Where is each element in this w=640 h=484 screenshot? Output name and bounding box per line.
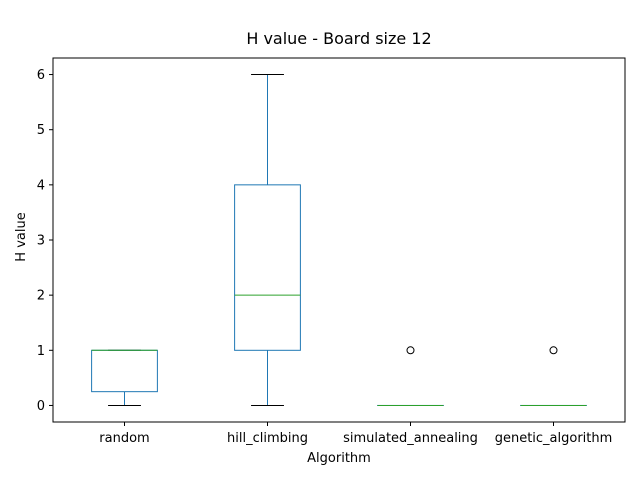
x-tick-label: simulated_annealing	[343, 431, 478, 446]
x-axis-label: Algorithm	[307, 451, 371, 466]
box-body	[92, 350, 158, 391]
x-tick-label: genetic_algorithm	[495, 431, 613, 446]
y-tick-label: 3	[37, 234, 45, 249]
axes-frame	[53, 58, 625, 422]
x-tick-label: random	[99, 431, 149, 446]
y-tick-label: 1	[37, 344, 45, 359]
y-tick-label: 2	[37, 289, 45, 304]
box-body	[235, 185, 301, 350]
y-tick-label: 4	[37, 178, 45, 193]
x-tick-label: hill_climbing	[227, 431, 308, 446]
chart-title: H value - Board size 12	[246, 29, 431, 48]
y-tick-label: 0	[37, 399, 45, 414]
y-axis-label: H value	[14, 212, 29, 261]
plot-area: 0 1 2 3 4 5 6 random hill_climbing simulated_anne…	[37, 58, 625, 446]
outlier-point	[550, 347, 557, 354]
y-tick-label: 6	[37, 68, 45, 83]
outlier-point	[407, 347, 414, 354]
y-tick-label: 5	[37, 123, 45, 138]
